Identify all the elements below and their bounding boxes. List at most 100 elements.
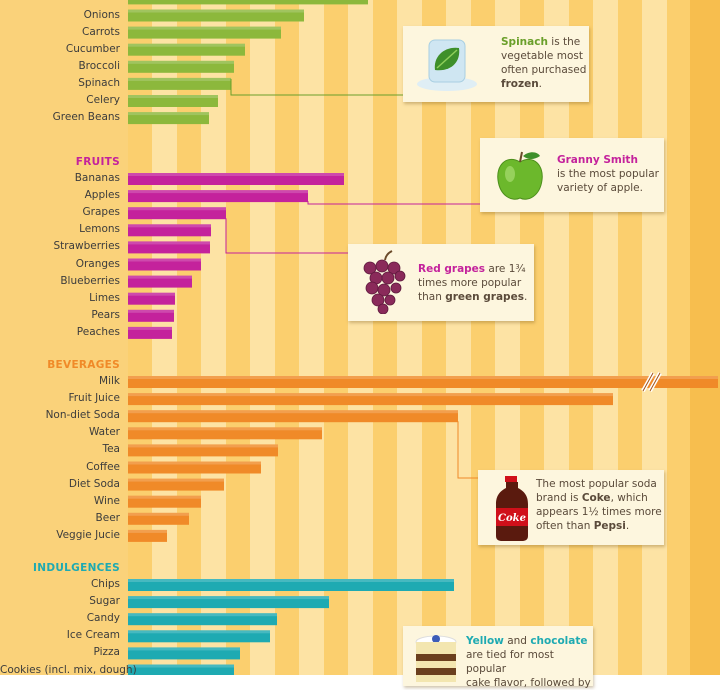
section-label-beverages: BEVERAGES xyxy=(47,359,120,371)
apple-l2: is the most popular xyxy=(557,168,659,180)
label-celery: Celery xyxy=(86,94,120,106)
label-tomatoes: Tomatoes xyxy=(0,0,120,3)
grapes-l1: Red grapes xyxy=(418,263,486,275)
bar-beer xyxy=(128,512,189,525)
leader-grapes xyxy=(225,218,357,254)
spinach-l2: is the xyxy=(547,36,581,48)
spinach-l6: . xyxy=(538,78,543,90)
bar-pears xyxy=(128,309,174,322)
cake-l3: chocolate xyxy=(530,635,588,647)
label-peaches: Peaches xyxy=(76,325,120,338)
label-spinach: Spinach xyxy=(78,76,120,89)
label-diet-soda: Diet Soda xyxy=(68,477,120,490)
coke-bottle-icon: Coke xyxy=(496,476,528,541)
bar-limes xyxy=(128,292,175,305)
bar-spinach xyxy=(128,77,231,90)
grapes-l5: green grapes xyxy=(445,291,524,303)
bar-coffee xyxy=(128,461,261,474)
bar-milk xyxy=(128,376,718,388)
cake-l1: Yellow xyxy=(466,635,504,647)
label-limes: Limes xyxy=(89,291,120,304)
bar-fruit-juice xyxy=(128,393,613,406)
cake-l4: are tied for most popular xyxy=(466,649,554,675)
label-apples: Apples xyxy=(84,189,120,202)
bar-strawberries xyxy=(128,241,210,254)
bar-cookies-incl-mix-dough- xyxy=(128,664,234,675)
bar-candy xyxy=(128,613,277,626)
grapes-l2: are 1¾ xyxy=(485,263,526,275)
spinach-l3: vegetable most xyxy=(501,50,583,62)
bar-pizza xyxy=(128,647,240,660)
label-bananas: Bananas xyxy=(74,172,120,184)
grapes-l4: than xyxy=(418,291,446,303)
label-ice-cream: Ice Cream xyxy=(66,629,120,642)
spinach-l4: often purchased xyxy=(501,64,587,76)
green-apple-icon xyxy=(497,151,543,200)
label-coffee: Coffee xyxy=(86,460,120,473)
label-cookies-incl-mix-dough-: Cookies (incl. mix, dough) xyxy=(0,663,137,676)
label-strawberries: Strawberries xyxy=(53,240,120,253)
label-chips: Chips xyxy=(90,578,120,590)
label-oranges: Oranges xyxy=(75,257,120,270)
bar-break-mark xyxy=(641,372,662,392)
label-non-diet-soda: Non-diet Soda xyxy=(45,409,120,422)
soda-l8: . xyxy=(625,520,630,532)
label-carrots: Carrots xyxy=(82,25,120,38)
bar-sugar xyxy=(128,596,329,609)
soda-l7: Pepsi xyxy=(593,520,626,532)
label-lemons: Lemons xyxy=(79,223,120,236)
section-label-fruits: FRUITS xyxy=(75,156,120,168)
soda-l2: brand is xyxy=(536,492,582,504)
bar-grapes xyxy=(128,207,226,220)
bar-chart xyxy=(128,0,718,675)
label-beer: Beer xyxy=(95,511,120,524)
bar-diet-soda xyxy=(128,478,224,491)
callout-soda: Coke The most popular soda brand is Coke… xyxy=(478,470,664,545)
grapes-l6: . xyxy=(523,291,528,303)
bar-cucumber xyxy=(128,43,245,56)
label-pears: Pears xyxy=(91,308,120,321)
grapes-l3: times more popular xyxy=(418,277,522,289)
label-green-beans: Green Beans xyxy=(52,111,120,124)
bar-tea xyxy=(128,444,278,457)
bar-celery xyxy=(128,95,218,107)
bar-ice-cream xyxy=(128,630,270,643)
coke-bottle-label: Coke xyxy=(498,513,526,524)
bar-tomatoes xyxy=(128,0,368,5)
label-water: Water xyxy=(88,426,120,439)
bar-peaches xyxy=(128,326,172,339)
label-wine: Wine xyxy=(93,494,120,507)
bar-apples xyxy=(128,190,308,203)
bar-onions xyxy=(128,9,304,22)
leader-apples xyxy=(307,201,487,205)
label-candy: Candy xyxy=(86,612,120,625)
bar-veggie-jucie xyxy=(128,529,167,542)
bar-oranges xyxy=(128,258,201,271)
soda-l6: often than xyxy=(536,520,594,532)
bar-carrots xyxy=(128,26,281,39)
section-label-indulgences: INDULGENCES xyxy=(33,562,120,574)
label-fruit-juice: Fruit Juice xyxy=(68,392,120,405)
apple-l1: Granny Smith xyxy=(557,154,638,166)
label-broccoli: Broccoli xyxy=(78,59,120,72)
label-sugar: Sugar xyxy=(89,595,120,608)
bar-green-beans xyxy=(128,112,209,125)
label-blueberries: Blueberries xyxy=(60,274,120,287)
bar-chips xyxy=(128,579,454,591)
leader-spinach xyxy=(230,78,413,96)
label-veggie-jucie: Veggie Jucie xyxy=(56,528,120,541)
apple-l3: variety of apple. xyxy=(557,182,643,194)
bar-broccoli xyxy=(128,60,234,73)
striped-background xyxy=(0,0,720,675)
soda-l5: appears 1½ times more xyxy=(536,506,662,518)
ice-cube-icon xyxy=(417,39,477,91)
callout-cake: Yellow and chocolate are tied for most p… xyxy=(403,626,593,689)
cake-l5: cake flavor, followed by xyxy=(466,677,591,689)
cake-icon xyxy=(415,635,457,682)
cake-l2: and xyxy=(503,635,531,647)
label-cucumber: Cucumber xyxy=(65,42,120,55)
callout-spinach: Spinach is the vegetable most often purc… xyxy=(403,26,589,102)
spinach-l5: frozen xyxy=(501,78,539,90)
bar-non-diet-soda xyxy=(128,410,458,423)
callout-grapes: Red grapes are 1¾ times more popular tha… xyxy=(348,244,534,321)
